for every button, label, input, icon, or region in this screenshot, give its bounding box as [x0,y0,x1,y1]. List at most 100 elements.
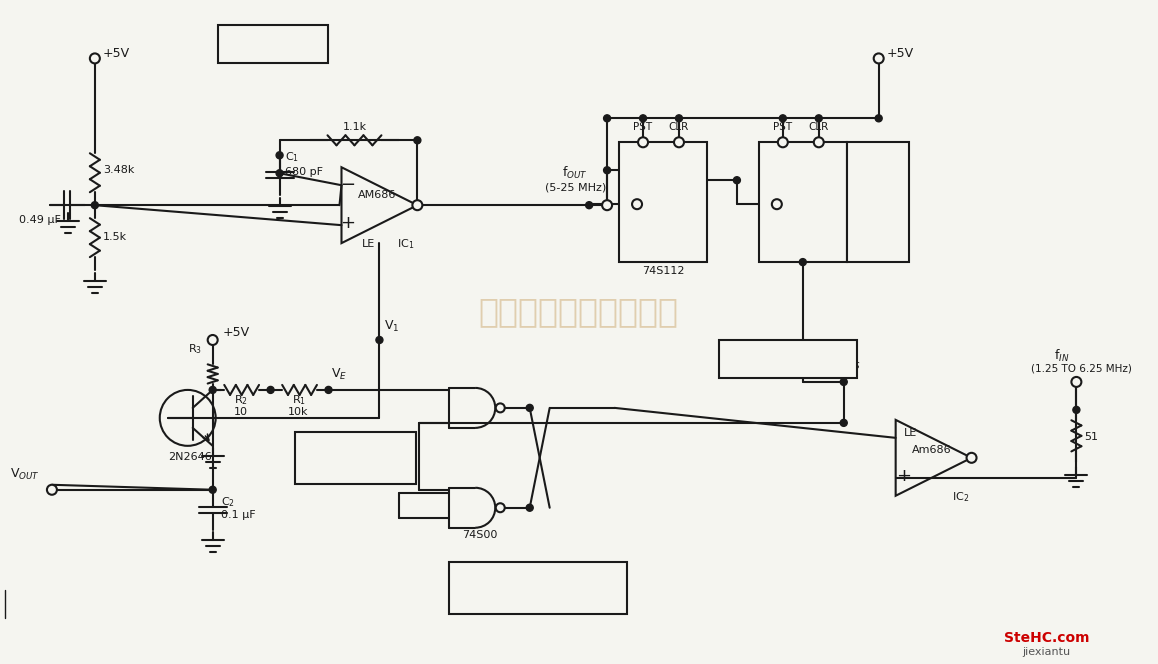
Text: f$_S$: f$_S$ [849,356,860,372]
Circle shape [778,137,787,147]
Circle shape [639,115,646,122]
Circle shape [47,485,57,495]
Text: 杭州将睿科技有限公司: 杭州将睿科技有限公司 [478,295,679,329]
Circle shape [603,167,610,174]
Text: f$_{IN}$: f$_{IN}$ [1054,348,1069,364]
Text: CLR: CLR [669,122,689,132]
Circle shape [413,137,420,144]
Bar [294,432,417,484]
Text: J: J [628,160,631,173]
Text: LOW-PASS: LOW-PASS [320,444,391,456]
Text: V$_1$: V$_1$ [384,319,400,334]
Text: 1.5k: 1.5k [103,232,127,242]
Bar [758,142,846,262]
Text: SteHC.com: SteHC.com [1004,631,1090,645]
Text: +5V: +5V [222,326,250,339]
Text: 10: 10 [234,407,248,417]
Circle shape [875,115,882,122]
Text: +5V: +5V [887,47,914,60]
Circle shape [267,386,274,393]
Text: 0.49 µF: 0.49 µF [19,215,61,225]
Text: R$_1$: R$_1$ [292,393,306,406]
Circle shape [496,503,505,512]
Bar [846,142,909,262]
Text: EDGE-TRIGGERED: EDGE-TRIGGERED [478,573,599,586]
Circle shape [496,404,505,412]
Circle shape [586,202,593,208]
Text: Am686: Am686 [911,445,952,455]
Text: +5V: +5V [103,47,130,60]
Circle shape [526,404,533,412]
Text: DIVIDE BY 4: DIVIDE BY 4 [746,353,829,365]
Circle shape [674,137,684,147]
Text: IC$_1$: IC$_1$ [397,237,415,251]
Text: −: − [340,176,356,194]
Circle shape [799,258,806,266]
Text: V$_{OUT}$: V$_{OUT}$ [10,467,39,482]
Circle shape [376,337,383,343]
Circle shape [1073,406,1080,414]
Circle shape [638,137,648,147]
Text: CK: CK [657,193,672,203]
Circle shape [325,386,332,393]
Text: C$_1$: C$_1$ [285,150,299,164]
Text: PST: PST [633,122,653,132]
Text: C$_2$: C$_2$ [221,495,235,509]
Text: FILTER: FILTER [332,459,379,472]
Circle shape [733,177,740,184]
Circle shape [779,115,786,122]
Circle shape [632,199,642,209]
Circle shape [967,453,976,463]
Circle shape [276,152,283,159]
Text: V$_E$: V$_E$ [330,367,346,382]
Text: 680 pF: 680 pF [285,167,323,177]
Circle shape [841,420,848,426]
Text: K: K [767,227,775,240]
Circle shape [873,53,884,63]
Text: 2N2646: 2N2646 [168,452,212,461]
Text: VCO: VCO [251,35,294,53]
Text: AM686: AM686 [358,190,397,201]
Text: +: + [896,467,911,485]
Circle shape [815,115,822,122]
Bar [620,142,706,262]
Text: CLR: CLR [808,122,829,132]
Text: PST: PST [774,122,792,132]
Circle shape [841,378,848,385]
Text: IC$_2$: IC$_2$ [952,490,969,503]
Text: 74S112: 74S112 [642,266,684,276]
Text: 0.1 µF: 0.1 µF [221,510,255,520]
Circle shape [526,504,533,511]
Text: 1.1k: 1.1k [343,122,367,132]
Text: 10k: 10k [288,407,309,417]
Bar [719,340,857,378]
Bar [449,562,628,614]
Text: (5-25 MHz): (5-25 MHz) [545,182,607,192]
Text: 74S00: 74S00 [462,530,497,540]
Text: J: J [767,160,770,173]
Text: LE: LE [903,428,917,438]
Text: CK: CK [797,193,812,203]
Text: 51: 51 [1084,432,1099,442]
Text: R$_3$: R$_3$ [188,342,201,356]
Text: R$_2$: R$_2$ [234,393,248,406]
Circle shape [603,115,610,122]
Text: LE: LE [361,239,375,249]
Circle shape [814,137,823,147]
Circle shape [772,199,782,209]
Text: jiexiantu: jiexiantu [1023,647,1070,657]
Text: COMPARATOR: COMPARATOR [490,589,587,602]
Text: f$_{OUT}$: f$_{OUT}$ [562,165,588,181]
Circle shape [90,53,100,63]
Circle shape [91,202,98,208]
Circle shape [602,201,613,210]
Circle shape [675,115,682,122]
Circle shape [207,335,218,345]
Circle shape [210,486,217,493]
Text: 3.48k: 3.48k [103,165,134,175]
Bar [218,25,328,63]
Circle shape [1071,377,1082,387]
Circle shape [412,201,423,210]
Text: (1.25 TO 6.25 MHz): (1.25 TO 6.25 MHz) [1032,364,1133,374]
Text: K: K [628,227,636,240]
